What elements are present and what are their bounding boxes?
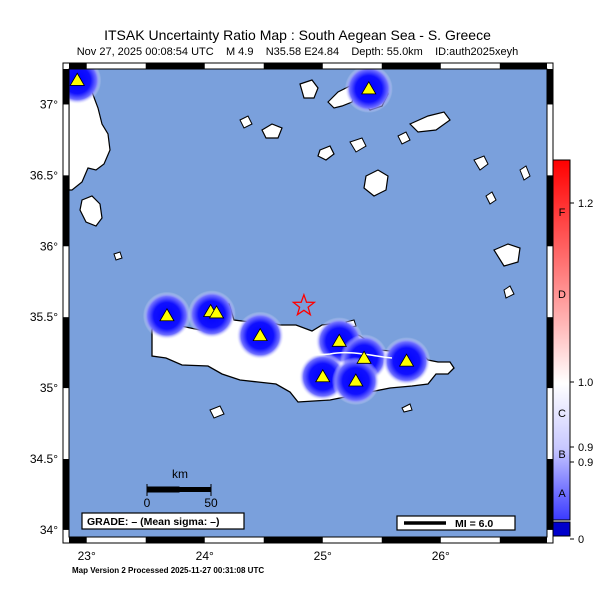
frame-bar bbox=[499, 63, 547, 69]
islet bbox=[113, 251, 123, 261]
islet bbox=[503, 285, 515, 299]
paros-island bbox=[299, 79, 319, 99]
frame-bar bbox=[263, 537, 323, 543]
frame-bar bbox=[547, 69, 553, 105]
station-triangle-icon bbox=[315, 368, 331, 383]
islet bbox=[349, 137, 367, 153]
ios-island bbox=[317, 145, 335, 161]
event-magnitude: M 4.9 bbox=[225, 46, 254, 58]
scale-bar-segment bbox=[146, 486, 180, 493]
santorini-island bbox=[363, 169, 389, 197]
lon-tick-label: 24° bbox=[196, 549, 214, 563]
islet bbox=[397, 131, 411, 145]
mi-legend: MI = 6.0 bbox=[396, 515, 516, 531]
frame-bar bbox=[69, 537, 87, 543]
axis-tick-labels: 37° 36.5° 36° 35.5° 35° 34.5° 34° 23° 24° 25° 26° bbox=[30, 97, 450, 563]
colorbar-value-label: 0.9 bbox=[578, 457, 593, 469]
scale-bar: km 0 50 bbox=[144, 467, 218, 510]
frame-bar bbox=[63, 317, 69, 389]
frame-bar bbox=[381, 63, 441, 69]
lat-tick-label: 34.5° bbox=[30, 452, 58, 466]
mi-contour bbox=[261, 351, 393, 367]
station-triangle-icon bbox=[159, 307, 175, 322]
station-triangle-icon bbox=[69, 72, 85, 86]
event-location: N35.58 E24.84 bbox=[265, 46, 340, 58]
stations bbox=[69, 72, 415, 387]
frame-bar bbox=[547, 459, 553, 530]
mi-legend-border bbox=[396, 515, 516, 531]
scale-start: 0 bbox=[144, 496, 151, 510]
frame-bar bbox=[69, 63, 87, 69]
frame-bar bbox=[547, 175, 553, 247]
station-triangle-icon bbox=[252, 327, 268, 342]
frame-bar bbox=[499, 537, 547, 543]
lat-tick-label: 37° bbox=[40, 97, 58, 111]
station-triangle-icon bbox=[208, 305, 225, 319]
grade-box: GRADE: – (Mean sigma: –) bbox=[81, 512, 245, 530]
islet bbox=[519, 165, 531, 181]
station-triangle-icon bbox=[361, 81, 377, 95]
frame-bar bbox=[547, 317, 553, 389]
frame-bar bbox=[63, 69, 69, 105]
frame-bar bbox=[145, 63, 205, 69]
kythera-island bbox=[79, 195, 103, 227]
event-info: Nov 27, 2025 00:08:54 UTC M 4.9 N35.58 E… bbox=[0, 46, 595, 58]
colorbar-value-label: 1.0 bbox=[578, 377, 593, 389]
frame-bar bbox=[63, 459, 69, 530]
event-time: Nov 27, 2025 00:08:54 UTC bbox=[76, 46, 214, 58]
islet bbox=[473, 155, 489, 171]
station-triangle-icon bbox=[348, 373, 364, 387]
milos-island bbox=[261, 123, 283, 139]
lat-tick-label: 35° bbox=[40, 381, 58, 395]
grade-box-border bbox=[81, 512, 245, 530]
colorbar-grade-label: F bbox=[559, 207, 566, 219]
gavdos-island bbox=[209, 405, 225, 419]
colorbar-value-label: 0 bbox=[578, 534, 584, 546]
colorbar-grade-label: C bbox=[558, 408, 566, 420]
lon-tick-label: 26° bbox=[432, 549, 450, 563]
lat-tick-label: 36° bbox=[40, 239, 58, 253]
sea-area bbox=[69, 69, 547, 537]
islet bbox=[401, 403, 413, 413]
kasos-island bbox=[493, 243, 521, 267]
event-depth: Depth: 55.0km bbox=[351, 46, 423, 58]
lon-tick-label: 25° bbox=[314, 549, 332, 563]
map-frame bbox=[62, 62, 554, 544]
epicenter-star-icon bbox=[291, 292, 317, 317]
colorbar-grade-label: A bbox=[558, 488, 566, 500]
colorbar-value-label: 1.2 bbox=[578, 198, 593, 210]
islet bbox=[485, 191, 497, 205]
station-triangle-icon bbox=[331, 333, 347, 347]
scale-unit: km bbox=[172, 467, 188, 481]
processing-footer: Map Version 2 Processed 2025-11-27 00:31… bbox=[72, 566, 265, 575]
lat-tick-label: 35.5° bbox=[30, 310, 58, 324]
scale-end: 50 bbox=[204, 496, 218, 510]
astypalaia-island bbox=[408, 111, 451, 133]
grade-text: GRADE: – (Mean sigma: –) bbox=[87, 516, 219, 528]
lat-tick-label: 34° bbox=[40, 523, 58, 537]
frame-bar bbox=[263, 63, 323, 69]
map-title: ITSAK Uncertainty Ratio Map : South Aege… bbox=[104, 27, 491, 43]
frame-bar bbox=[381, 537, 441, 543]
colorbar: F D C B A 1.2 1.0 0.9 0.9 0 bbox=[552, 159, 593, 546]
station-triangle-icon bbox=[356, 350, 372, 364]
mi-legend-text: MI = 6.0 bbox=[455, 518, 493, 530]
frame-bar bbox=[63, 175, 69, 247]
colorbar-gradient bbox=[552, 159, 571, 521]
islet bbox=[239, 115, 253, 129]
colorbar-grade-label: B bbox=[558, 449, 565, 461]
lon-tick-label: 23° bbox=[78, 549, 96, 563]
frame-bar bbox=[145, 537, 205, 543]
colorbar-value-label: 0.9 bbox=[578, 442, 593, 454]
colorbar-grade-label: D bbox=[558, 289, 566, 301]
land-layer bbox=[69, 69, 531, 419]
event-id: ID:auth2025xeyh bbox=[435, 46, 519, 58]
colorbar-low-swatch bbox=[552, 521, 571, 537]
lat-tick-label: 36.5° bbox=[30, 168, 58, 182]
station-triangle-icon bbox=[398, 353, 415, 367]
